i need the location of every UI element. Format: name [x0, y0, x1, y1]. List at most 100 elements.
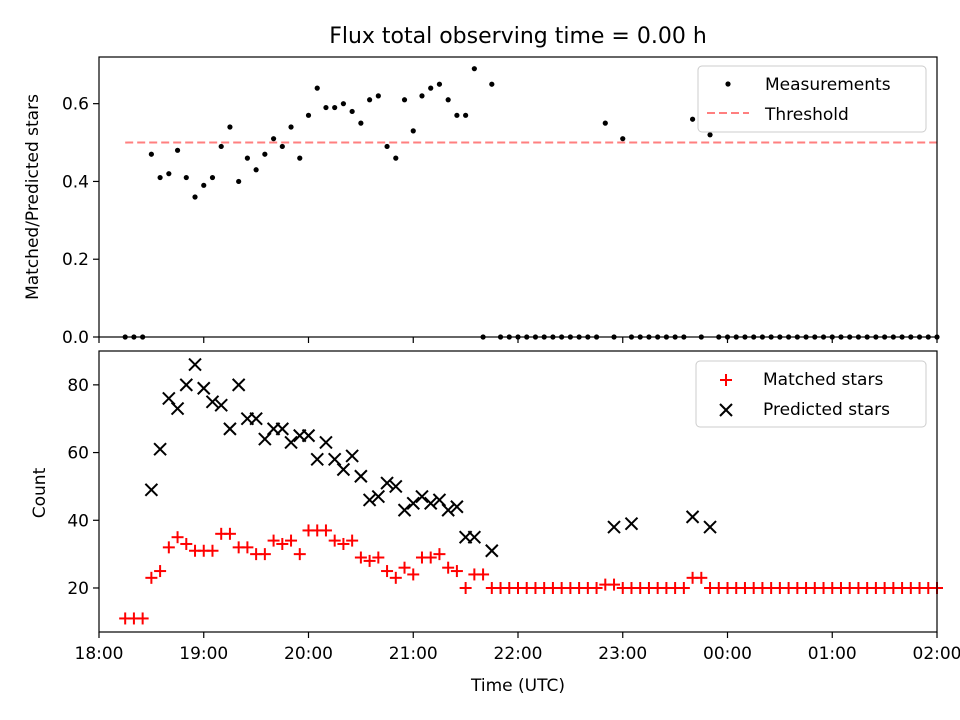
top-point-measurements: [288, 124, 294, 130]
top-chart-title: Flux total observing time = 0.00 h: [329, 24, 707, 49]
bottom-y-tick-label: 40: [67, 511, 89, 531]
bottom-point-predicted-stars: [319, 435, 333, 450]
bottom-point-predicted-stars: [397, 503, 412, 517]
top-point-measurements: [209, 174, 216, 181]
bottom-point-matched-stars: [354, 551, 367, 564]
top-point-measurements: [602, 120, 608, 126]
top-point-measurements: [489, 81, 495, 87]
top-y-tick-label: 0.4: [62, 172, 89, 192]
bottom-x-tick-label: 02:00: [913, 644, 960, 664]
bottom-point-matched-stars: [407, 568, 420, 581]
bottom-point-predicted-stars: [336, 462, 351, 477]
top-point-measurements: [166, 171, 172, 177]
top-point-measurements: [340, 101, 347, 107]
bottom-point-predicted-stars: [231, 378, 246, 392]
top-legend-box: [697, 65, 927, 133]
top-point-measurements: [707, 132, 713, 138]
bottom-y-tick-label: 60: [67, 444, 89, 464]
legend-marker-matched-stars: [720, 374, 732, 386]
top-point-measurements: [323, 104, 329, 111]
bottom-point-matched-stars: [477, 568, 490, 581]
bottom-point-predicted-stars: [223, 422, 237, 436]
bottom-legend: Matched stars Predicted stars: [695, 360, 927, 428]
top-point-measurements: [410, 128, 416, 134]
top-point-measurements: [349, 108, 355, 115]
legend-label-measurements: Measurements: [765, 75, 891, 95]
top-point-measurements: [270, 136, 277, 142]
top-point-measurements: [689, 116, 696, 122]
top-panel: Flux total observing time = 0.00 h Match…: [23, 24, 940, 348]
bottom-point-predicted-stars: [170, 401, 185, 416]
bottom-point-predicted-stars: [258, 432, 272, 446]
top-point-measurements: [244, 155, 250, 161]
bottom-point-predicted-stars: [424, 496, 438, 511]
top-point-measurements: [436, 81, 443, 87]
bottom-x-tick-label: 21:00: [389, 644, 438, 664]
top-point-measurements: [218, 143, 224, 150]
bottom-x-tick-label: 01:00: [808, 644, 857, 664]
bottom-point-predicted-stars: [415, 489, 429, 504]
top-point-measurements: [428, 85, 434, 91]
top-point-measurements: [192, 194, 198, 200]
top-point-measurements: [393, 155, 399, 161]
bottom-point-matched-stars: [223, 527, 236, 540]
top-point-measurements: [314, 85, 320, 91]
top-point-measurements: [227, 124, 233, 130]
bottom-plot-marks: [119, 357, 943, 625]
bottom-axes: 20 40 60 80 18:00 19:00 20:00 21:00 22:00 23:00 00…: [67, 376, 960, 664]
bottom-point-predicted-stars: [197, 381, 211, 395]
legend-marker-measurements: [725, 81, 731, 87]
top-point-measurements: [183, 174, 189, 181]
bottom-x-tick-label: 19:00: [179, 644, 228, 664]
bottom-point-predicted-stars: [432, 493, 447, 507]
bottom-point-matched-stars: [328, 534, 341, 547]
bottom-point-matched-stars: [389, 571, 402, 584]
top-point-measurements: [384, 143, 390, 150]
bottom-point-matched-stars: [677, 581, 690, 594]
bottom-legend-box: [695, 360, 927, 428]
bottom-point-matched-stars: [372, 551, 385, 564]
bottom-x-tick-label: 22:00: [494, 644, 543, 664]
bottom-point-matched-stars: [433, 548, 446, 561]
bottom-point-matched-stars: [363, 554, 376, 567]
bottom-point-predicted-stars: [441, 503, 455, 517]
bottom-point-matched-stars: [241, 541, 254, 554]
legend-marker-predicted-stars: [719, 403, 733, 417]
bottom-point-predicted-stars: [327, 452, 342, 467]
bottom-point-predicted-stars: [214, 398, 228, 412]
bottom-point-predicted-stars: [275, 422, 290, 436]
top-point-measurements: [279, 143, 285, 150]
top-legend: Measurements Threshold: [697, 65, 927, 133]
bottom-point-matched-stars: [162, 541, 175, 554]
bottom-point-matched-stars: [695, 571, 708, 584]
bottom-point-predicted-stars: [371, 489, 386, 504]
bottom-point-matched-stars: [442, 561, 455, 574]
bottom-point-matched-stars: [267, 534, 280, 547]
bottom-point-matched-stars: [171, 531, 184, 544]
bottom-point-predicted-stars: [467, 530, 482, 544]
bottom-point-matched-stars: [450, 565, 463, 578]
bottom-point-matched-stars: [293, 548, 306, 561]
top-point-measurements: [262, 151, 268, 157]
bottom-point-predicted-stars: [188, 357, 202, 372]
top-point-measurements: [297, 155, 303, 161]
bottom-point-predicted-stars: [703, 520, 717, 534]
bottom-x-tick-label: 18:00: [75, 644, 124, 664]
bottom-point-matched-stars: [276, 537, 289, 550]
top-point-measurements: [332, 104, 338, 111]
bottom-point-matched-stars: [424, 551, 437, 564]
top-point-measurements: [419, 93, 425, 99]
top-point-measurements: [367, 97, 373, 103]
bottom-x-tick-label: 23:00: [598, 644, 647, 664]
top-y-tick-label: 0.0: [62, 328, 89, 348]
bottom-point-matched-stars: [459, 581, 472, 594]
top-point-measurements: [305, 112, 312, 118]
top-plot-frame: [98, 56, 938, 338]
top-point-measurements: [201, 182, 207, 188]
bottom-point-matched-stars: [590, 581, 603, 594]
top-point-measurements: [148, 151, 154, 157]
top-point-measurements: [454, 112, 460, 118]
bottom-point-predicted-stars: [362, 493, 377, 507]
bottom-point-predicted-stars: [144, 483, 159, 497]
top-point-measurements: [620, 136, 626, 142]
